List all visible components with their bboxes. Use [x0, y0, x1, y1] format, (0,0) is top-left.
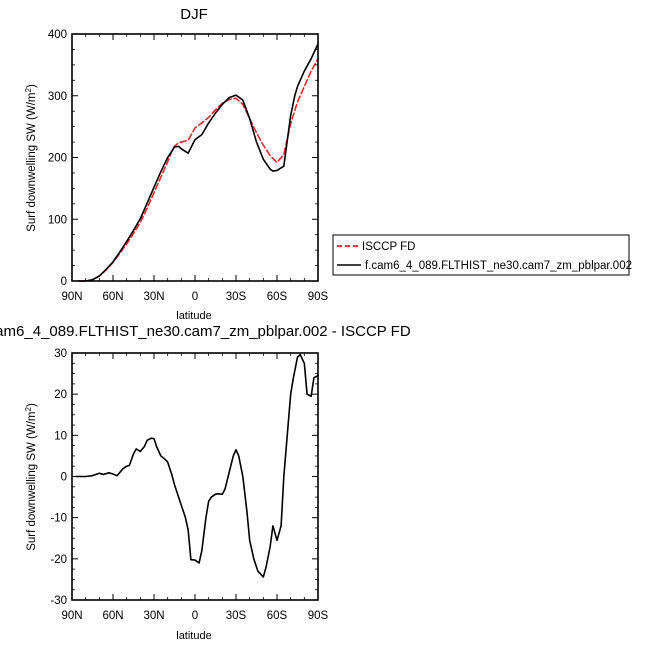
bottom-panel: f.cam6_4_089.FLTHIST_ne30.cam7_zm_pblpar… — [0, 323, 411, 642]
bottom-y-axis-label-sup: 2 — [24, 406, 33, 411]
bottom-chart-title: f.cam6_4_089.FLTHIST_ne30.cam7_zm_pblpar… — [0, 323, 411, 340]
x-tick-label: 90S — [308, 610, 329, 622]
top-y-axis-label-close: ) — [26, 84, 38, 88]
x-tick-label: 30S — [226, 610, 247, 622]
x-tick-label: 0 — [192, 291, 198, 303]
y-tick-label: 20 — [54, 389, 67, 401]
y-tick-label: 0 — [61, 472, 67, 484]
y-tick-label: 30 — [54, 348, 67, 360]
y-tick-label: 100 — [48, 214, 67, 226]
bottom-y-axis-label-text: Surf downwelling SW (W/m — [26, 411, 38, 550]
top-y-axis-label-sup: 2 — [24, 87, 33, 92]
top-plot-area — [78, 43, 319, 282]
y-tick-label: -20 — [50, 554, 67, 566]
legend: ISCCP FD f.cam6_4_089.FLTHIST_ne30.cam7_… — [332, 234, 632, 276]
top-y-axis-label-text: Surf downwelling SW (W/m — [26, 92, 38, 231]
y-tick-label: 0 — [61, 276, 67, 288]
bottom-y-axis-label: Surf downwelling SW (W/m2) — [24, 403, 38, 551]
x-tick-label: 60S — [267, 291, 288, 303]
y-tick-label: -10 — [50, 513, 67, 525]
top-y-axis-label: Surf downwelling SW (W/m2) — [24, 84, 38, 232]
series-line-model — [78, 43, 319, 282]
top-panel: DJF 0 100 200 300 400 90N 60N 30N 0 30S 60S 90S la… — [24, 6, 329, 322]
top-x-axis: 90N 60N 30N 0 30S 60S 90S — [61, 34, 329, 303]
x-tick-label: 0 — [192, 610, 198, 622]
x-tick-label: 90N — [61, 610, 82, 622]
bottom-plot-frame — [71, 352, 319, 601]
y-tick-label: -30 — [50, 595, 67, 607]
x-tick-label: 30N — [143, 610, 164, 622]
y-tick-label: 10 — [54, 430, 67, 442]
x-tick-label: 60S — [267, 610, 288, 622]
x-tick-label: 30S — [226, 291, 247, 303]
top-chart-title: DJF — [180, 6, 208, 23]
legend-box — [332, 234, 630, 276]
x-tick-label: 90S — [308, 291, 329, 303]
bottom-x-axis-label: latitude — [176, 630, 211, 642]
bottom-y-axis: -30 -20 -10 0 10 20 30 — [50, 348, 318, 607]
series-line-isccp — [78, 57, 319, 282]
top-y-axis: 0 100 200 300 400 — [48, 29, 318, 288]
x-tick-label: 60N — [102, 610, 123, 622]
bottom-y-axis-label-close: ) — [26, 403, 38, 407]
legend-model-label: f.cam6_4_089.FLTHIST_ne30.cam7_zm_pblpar… — [365, 260, 632, 272]
legend-isccp-label: ISCCP FD — [362, 241, 415, 253]
bottom-x-axis: 90N 60N 30N 0 30S 60S 90S — [61, 353, 329, 622]
y-tick-label: 400 — [48, 29, 67, 41]
x-tick-label: 90N — [61, 291, 82, 303]
top-x-axis-label: latitude — [176, 310, 211, 322]
y-tick-label: 200 — [48, 153, 67, 165]
x-tick-label: 60N — [102, 291, 123, 303]
x-tick-label: 30N — [143, 291, 164, 303]
y-tick-label: 300 — [48, 91, 67, 103]
series-line-difference — [75, 353, 319, 578]
bottom-plot-area — [75, 353, 319, 578]
